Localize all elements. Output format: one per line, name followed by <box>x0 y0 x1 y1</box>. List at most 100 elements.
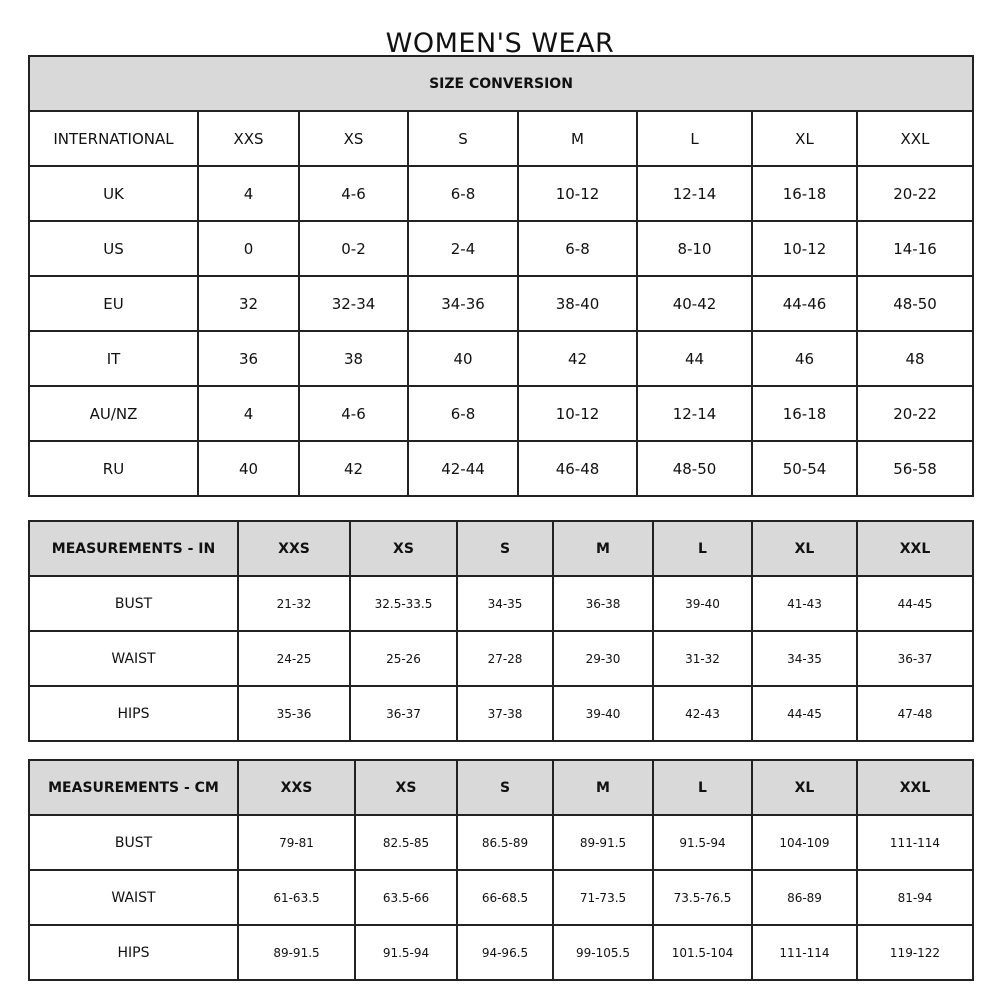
table-cell: M <box>552 520 654 577</box>
table-cell: 42-43 <box>652 685 753 742</box>
table-cell: 20-22 <box>856 165 974 222</box>
table-cell: 4 <box>197 165 300 222</box>
table-cell: 31-32 <box>652 630 753 687</box>
table-cell: XS <box>354 759 458 816</box>
table-cell: 40 <box>407 330 519 387</box>
row-label: BUST <box>28 575 239 632</box>
table-cell: M <box>517 110 638 167</box>
table-row: HIPS 89-91.5 91.5-94 94-96.5 99-105.5 101.5-1… <box>28 924 974 981</box>
table-cell: 81-94 <box>856 869 974 926</box>
table-row: HIPS 35-36 36-37 37-38 39-40 42-43 44-45 47-48 <box>28 685 974 742</box>
table-cell: 24-25 <box>237 630 351 687</box>
table-cell: 34-36 <box>407 275 519 332</box>
table-cell: 104-109 <box>751 814 858 871</box>
table-row: AU/NZ 4 4-6 6-8 10-12 12-14 16-18 20-22 <box>28 385 974 442</box>
table-cell: 39-40 <box>652 575 753 632</box>
table-cell: XS <box>298 110 409 167</box>
table-cell: 34-35 <box>751 630 858 687</box>
table-row: INTERNATIONAL XXS XS S M L XL XXL <box>28 110 974 167</box>
table-cell: 2-4 <box>407 220 519 277</box>
table-row: WAIST 61-63.5 63.5-66 66-68.5 71-73.5 73.5-76… <box>28 869 974 926</box>
table-cell: 46-48 <box>517 440 638 497</box>
table-cell: 46 <box>751 330 858 387</box>
table-cell: 86.5-89 <box>456 814 554 871</box>
table-cell: XXS <box>237 520 351 577</box>
table-cell: 36-37 <box>856 630 974 687</box>
page-title: WOMEN'S WEAR <box>385 28 615 60</box>
row-label: HIPS <box>28 685 239 742</box>
row-label: BUST <box>28 814 239 871</box>
table-cell: 40 <box>197 440 300 497</box>
measurements-in-table: MEASUREMENTS - IN XXS XS S M L XL XXL BUST 21-32 3… <box>28 520 974 742</box>
table-cell: 99-105.5 <box>552 924 654 981</box>
table-cell: 4-6 <box>298 165 409 222</box>
table-cell: 111-114 <box>856 814 974 871</box>
table-cell: 32 <box>197 275 300 332</box>
table-cell: 32.5-33.5 <box>349 575 458 632</box>
table-cell: XXL <box>856 110 974 167</box>
table-cell: 6-8 <box>407 385 519 442</box>
header-row: MEASUREMENTS - IN XXS XS S M L XL XXL <box>28 520 974 577</box>
table-cell: 73.5-76.5 <box>652 869 753 926</box>
table-cell: 38-40 <box>517 275 638 332</box>
size-conversion-heading: SIZE CONVERSION <box>28 55 974 112</box>
table-cell: 4 <box>197 385 300 442</box>
table-cell: 38 <box>298 330 409 387</box>
table-row: IT 36 38 40 42 44 46 48 <box>28 330 974 387</box>
table-cell: 6-8 <box>517 220 638 277</box>
table-cell: XS <box>349 520 458 577</box>
table-cell: 50-54 <box>751 440 858 497</box>
table-cell: 94-96.5 <box>456 924 554 981</box>
table-cell: 6-8 <box>407 165 519 222</box>
size-conversion-table: SIZE CONVERSION INTERNATIONAL XXS XS S M L XL X… <box>28 55 974 497</box>
table-cell: 42 <box>517 330 638 387</box>
table-cell: 48 <box>856 330 974 387</box>
table-cell: 0 <box>197 220 300 277</box>
table-cell: 71-73.5 <box>552 869 654 926</box>
table-cell: 10-12 <box>517 165 638 222</box>
table-cell: 63.5-66 <box>354 869 458 926</box>
table-cell: L <box>652 759 753 816</box>
table-cell: 14-16 <box>856 220 974 277</box>
table-cell: 48-50 <box>856 275 974 332</box>
row-label: US <box>28 220 199 277</box>
row-label: EU <box>28 275 199 332</box>
table-cell: 66-68.5 <box>456 869 554 926</box>
table-cell: 35-36 <box>237 685 351 742</box>
table-cell: M <box>552 759 654 816</box>
table-cell: 42-44 <box>407 440 519 497</box>
header-row: MEASUREMENTS - CM XXS XS S M L XL XXL <box>28 759 974 816</box>
row-label: WAIST <box>28 630 239 687</box>
row-label: MEASUREMENTS - CM <box>28 759 239 816</box>
table-cell: 119-122 <box>856 924 974 981</box>
row-label: HIPS <box>28 924 239 981</box>
table-cell: 44-46 <box>751 275 858 332</box>
table-cell: 12-14 <box>636 385 753 442</box>
table-cell: 10-12 <box>517 385 638 442</box>
table-cell: 36 <box>197 330 300 387</box>
table-row: BUST 79-81 82.5-85 86.5-89 89-91.5 91.5-94 104… <box>28 814 974 871</box>
table-cell: 27-28 <box>456 630 554 687</box>
table-cell: 44-45 <box>751 685 858 742</box>
table-cell: 37-38 <box>456 685 554 742</box>
row-label: WAIST <box>28 869 239 926</box>
table-cell: XL <box>751 759 858 816</box>
table-row: RU 40 42 42-44 46-48 48-50 50-54 56-58 <box>28 440 974 497</box>
table-row: US 0 0-2 2-4 6-8 8-10 10-12 14-16 <box>28 220 974 277</box>
row-label: IT <box>28 330 199 387</box>
table-cell: 61-63.5 <box>237 869 356 926</box>
table-cell: 34-35 <box>456 575 554 632</box>
table-row: UK 4 4-6 6-8 10-12 12-14 16-18 20-22 <box>28 165 974 222</box>
table-cell: 89-91.5 <box>552 814 654 871</box>
table-cell: 89-91.5 <box>237 924 356 981</box>
table-cell: XXL <box>856 520 974 577</box>
table-cell: 42 <box>298 440 409 497</box>
row-label: MEASUREMENTS - IN <box>28 520 239 577</box>
table-cell: 79-81 <box>237 814 356 871</box>
table-cell: 36-38 <box>552 575 654 632</box>
table-cell: 48-50 <box>636 440 753 497</box>
table-cell: 111-114 <box>751 924 858 981</box>
table-cell: 10-12 <box>751 220 858 277</box>
table-cell: 16-18 <box>751 165 858 222</box>
table-cell: S <box>407 110 519 167</box>
